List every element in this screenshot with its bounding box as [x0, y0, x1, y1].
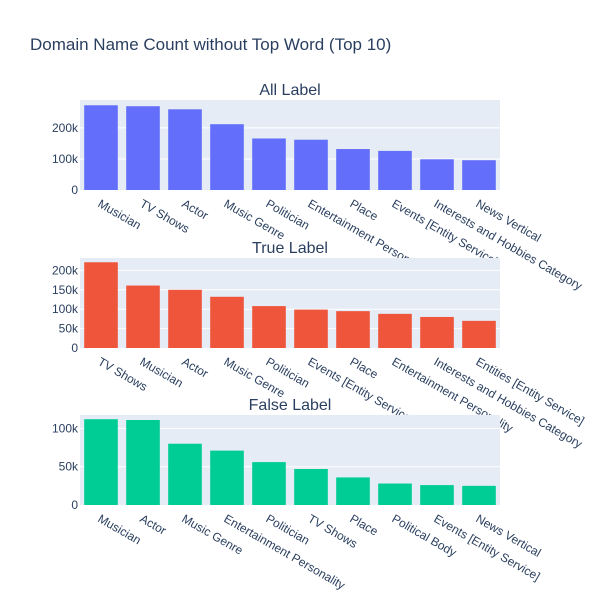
- bar[interactable]: [294, 309, 328, 348]
- bar[interactable]: [420, 159, 454, 190]
- y-tick-label: 0: [71, 498, 78, 512]
- bar[interactable]: [168, 289, 202, 348]
- y-tick-label: 200k: [52, 121, 79, 135]
- bar[interactable]: [462, 160, 496, 190]
- bar[interactable]: [84, 262, 118, 348]
- y-tick-label: 0: [71, 183, 78, 197]
- bar[interactable]: [252, 306, 286, 348]
- bar[interactable]: [294, 139, 328, 190]
- subplot-title: False Label: [249, 397, 332, 414]
- bar[interactable]: [84, 419, 118, 505]
- bar[interactable]: [252, 462, 286, 505]
- bar[interactable]: [420, 316, 454, 348]
- x-tick-label: Musician: [96, 196, 144, 232]
- subplot-title: True Label: [252, 240, 328, 257]
- bar[interactable]: [336, 311, 370, 348]
- y-tick-label: 50k: [59, 460, 79, 474]
- subplot-title: All Label: [259, 82, 320, 99]
- bar[interactable]: [420, 485, 454, 505]
- y-tick-label: 100k: [52, 421, 79, 435]
- bar[interactable]: [336, 477, 370, 505]
- bar[interactable]: [462, 320, 496, 348]
- bar[interactable]: [84, 105, 118, 190]
- bar[interactable]: [378, 150, 412, 190]
- x-tick-label: Musician: [96, 511, 144, 547]
- bar[interactable]: [126, 419, 160, 505]
- bar[interactable]: [168, 443, 202, 505]
- bar[interactable]: [126, 285, 160, 348]
- y-tick-label: 100k: [52, 302, 79, 316]
- y-tick-label: 200k: [52, 263, 79, 277]
- bar[interactable]: [252, 138, 286, 190]
- bar[interactable]: [126, 106, 160, 190]
- y-tick-label: 150k: [52, 283, 79, 297]
- bar[interactable]: [210, 124, 244, 190]
- chart-title: Domain Name Count without Top Word (Top …: [30, 35, 391, 54]
- bar[interactable]: [462, 485, 496, 505]
- bar[interactable]: [210, 450, 244, 505]
- bar[interactable]: [378, 313, 412, 348]
- bar[interactable]: [294, 469, 328, 505]
- bar[interactable]: [378, 483, 412, 505]
- bar[interactable]: [210, 296, 244, 348]
- bar[interactable]: [336, 149, 370, 190]
- y-tick-label: 50k: [59, 322, 79, 336]
- y-tick-label: 0: [71, 341, 78, 355]
- bar[interactable]: [168, 109, 202, 190]
- y-tick-label: 100k: [52, 152, 79, 166]
